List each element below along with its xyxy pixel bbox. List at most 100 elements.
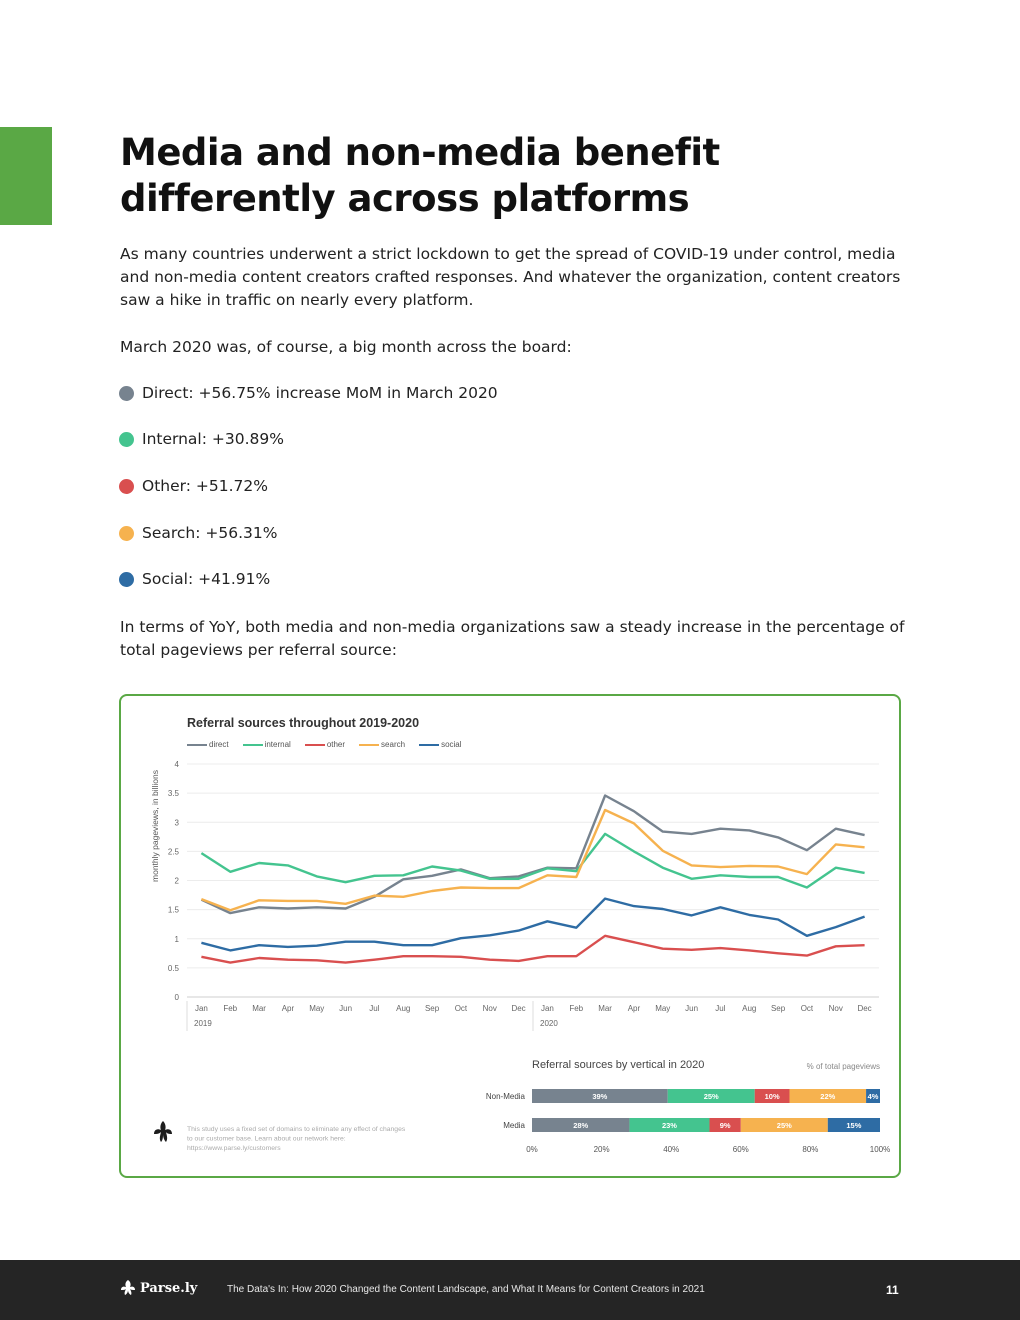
bar-segment: [789, 1089, 867, 1103]
bar-segment: [827, 1118, 880, 1132]
legend-item-internal: internal: [242, 740, 291, 749]
series-line-direct: [200, 794, 865, 915]
series-line-social: [201, 897, 866, 952]
bullet-text: Internal: +30.89%: [142, 430, 284, 448]
series-line-internal: [200, 832, 865, 889]
bar-segment-label: 22%: [820, 1092, 835, 1101]
bullet-text: Social: +41.91%: [142, 570, 271, 588]
x-tick-label: Oct: [801, 1004, 814, 1013]
x-tick-label: Nov: [483, 1004, 497, 1013]
bar-x-tick-label: 20%: [594, 1145, 610, 1154]
x-tick-label: Jun: [339, 1004, 352, 1013]
bullet-text: Other: +51.72%: [142, 477, 268, 495]
x-tick-label: Apr: [282, 1004, 295, 1013]
footer-logo: Parse.ly: [119, 1279, 197, 1297]
bar-x-tick-label: 0%: [526, 1145, 538, 1154]
x-tick-label: Jan: [541, 1004, 554, 1013]
page-number: 11: [886, 1283, 899, 1297]
x-tick-label: May: [309, 1004, 324, 1013]
bar-segment-label: 39%: [592, 1092, 607, 1101]
x-tick-label: Oct: [455, 1004, 468, 1013]
bullet-dot-icon: [119, 431, 134, 447]
x-tick-label: Sep: [771, 1004, 786, 1013]
x-tick-label: Aug: [396, 1004, 410, 1013]
bar-segment: [629, 1118, 710, 1132]
legend-item-search: search: [359, 740, 405, 749]
bullet-internal: Internal: +30.89%: [119, 430, 284, 448]
x-tick-label: Feb: [569, 1004, 583, 1013]
figure-note-line: This study uses a fixed set of domains t…: [187, 1126, 406, 1133]
year-label: 2020: [540, 1019, 558, 1028]
legend-item-other: other: [304, 740, 346, 749]
bar-x-tick-label: 100%: [870, 1145, 890, 1154]
y-tick-label: 4: [175, 760, 180, 769]
parsely-leaf-icon: [154, 1121, 172, 1142]
bar-segment-label: 28%: [573, 1121, 588, 1130]
x-tick-label: May: [655, 1004, 670, 1013]
x-tick-label: Sep: [425, 1004, 440, 1013]
bar-segment: [866, 1089, 880, 1103]
bar-x-tick-label: 80%: [802, 1145, 818, 1154]
y-tick-label: 0: [175, 993, 180, 1002]
y-axis-label: monthly pageviews, in billions: [150, 770, 160, 882]
bar-segment-label: 25%: [777, 1121, 792, 1130]
bar-segment-label: 4%: [868, 1092, 879, 1101]
legend-swatch-icon: [304, 743, 325, 746]
x-tick-label: Dec: [857, 1004, 871, 1013]
x-tick-label: Mar: [252, 1004, 266, 1013]
y-tick-label: 3: [175, 818, 180, 827]
series-line-other: [201, 934, 865, 964]
bar-segment: [754, 1089, 790, 1103]
footer-brand: Parse.ly: [140, 1280, 198, 1296]
bullet-dot-icon: [119, 525, 134, 541]
x-tick-label: Aug: [742, 1004, 756, 1013]
legend-swatch-icon: [242, 743, 263, 746]
x-tick-label: Nov: [829, 1004, 843, 1013]
legend-label: internal: [264, 740, 291, 749]
legend-swatch-icon: [359, 743, 380, 746]
bullet-social: Social: +41.91%: [119, 570, 270, 588]
march-paragraph: March 2020 was, of course, a big month a…: [120, 338, 572, 356]
figure-note-line: to our customer base. Learn about our ne…: [187, 1136, 346, 1143]
bar-segment: [532, 1089, 668, 1103]
y-tick-label: 1.5: [168, 906, 180, 915]
bar-category-label: Media: [503, 1121, 525, 1130]
yoy-paragraph: In terms of YoY, both media and non-medi…: [120, 618, 905, 659]
parsely-leaf-icon: [121, 1280, 135, 1295]
bullet-text: Direct: +56.75% increase MoM in March 20…: [142, 384, 498, 402]
bullet-direct: Direct: +56.75% increase MoM in March 20…: [119, 384, 498, 402]
x-tick-label: Jun: [685, 1004, 698, 1013]
line-chart-title: Referral sources throughout 2019-2020: [187, 716, 420, 730]
x-tick-label: Dec: [511, 1004, 525, 1013]
legend-item-social: social: [419, 740, 462, 749]
bullet-text: Search: +56.31%: [142, 524, 278, 542]
legend-label: search: [381, 740, 406, 749]
legend-label: other: [326, 740, 346, 749]
bar-category-label: Non-Media: [486, 1092, 526, 1101]
legend-label: social: [441, 740, 462, 749]
bullet-search: Search: +56.31%: [119, 524, 278, 542]
year-label: 2019: [194, 1019, 212, 1028]
bar-segment: [532, 1118, 630, 1132]
footer-text: The Data's In: How 2020 Changed the Cont…: [227, 1284, 705, 1295]
x-tick-label: Feb: [223, 1004, 237, 1013]
line-chart-legend: direct internal other search social: [187, 740, 462, 749]
legend-swatch-icon: [187, 743, 207, 746]
bar-segment: [709, 1118, 741, 1132]
page-title: Media and non-media benefit differently …: [120, 131, 720, 220]
y-tick-label: 1: [175, 935, 180, 944]
intro-paragraph: As many countries underwent a strict loc…: [120, 245, 901, 309]
y-tick-label: 2.5: [168, 847, 180, 856]
x-tick-label: Apr: [628, 1004, 641, 1013]
x-tick-label: Jul: [369, 1004, 379, 1013]
bar-x-tick-label: 60%: [733, 1145, 749, 1154]
bullet-dot-icon: [119, 478, 134, 494]
bar-segment-label: 23%: [662, 1121, 677, 1130]
figure-note-line: https://www.parse.ly/customers: [187, 1145, 281, 1152]
bar-segment: [740, 1118, 828, 1132]
bar-x-tick-label: 40%: [663, 1145, 679, 1154]
y-tick-label: 3.5: [168, 789, 180, 798]
bar-chart-unit-label: % of total pageviews: [807, 1062, 880, 1071]
bullet-dot-icon: [119, 571, 134, 587]
bullet-other: Other: +51.72%: [119, 477, 268, 495]
